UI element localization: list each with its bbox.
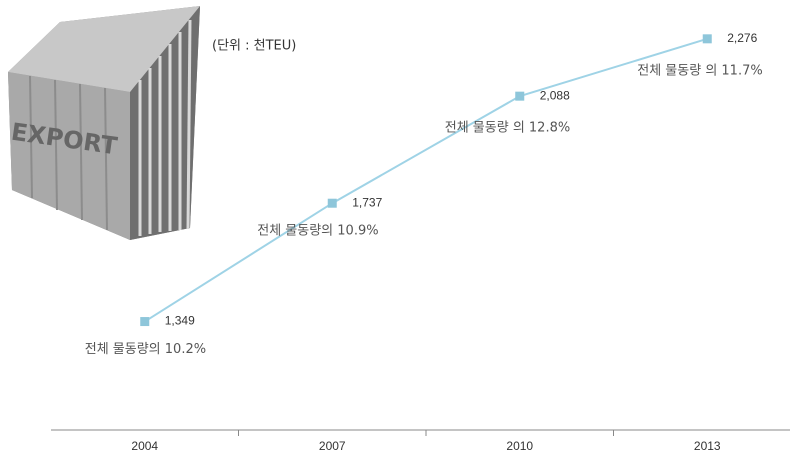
container-illustration: EXPORT bbox=[8, 6, 200, 240]
annotation: 전체 물동량의 10.2% bbox=[85, 342, 206, 357]
x-tick-label: 2007 bbox=[319, 439, 346, 453]
value-label: 2,276 bbox=[727, 31, 757, 45]
value-label: 1,737 bbox=[352, 195, 382, 209]
line bbox=[144, 37, 708, 323]
marker bbox=[515, 91, 525, 101]
x-tick-label: 2013 bbox=[694, 439, 721, 453]
x-tick-label: 2010 bbox=[506, 439, 533, 453]
value-label: 1,349 bbox=[165, 314, 195, 328]
marker bbox=[702, 34, 712, 44]
marker bbox=[327, 198, 337, 208]
marker bbox=[140, 317, 150, 327]
value-label: 2,088 bbox=[540, 88, 570, 102]
annotation: 전체 물동량 의 11.7% bbox=[637, 63, 762, 78]
unit-note: (단위 : 천TEU) bbox=[212, 39, 296, 54]
annotation: 전체 물동량 의 12.8% bbox=[445, 121, 570, 136]
annotation: 전체 물동량의 10.9% bbox=[257, 224, 378, 239]
x-tick-label: 2004 bbox=[131, 439, 158, 453]
